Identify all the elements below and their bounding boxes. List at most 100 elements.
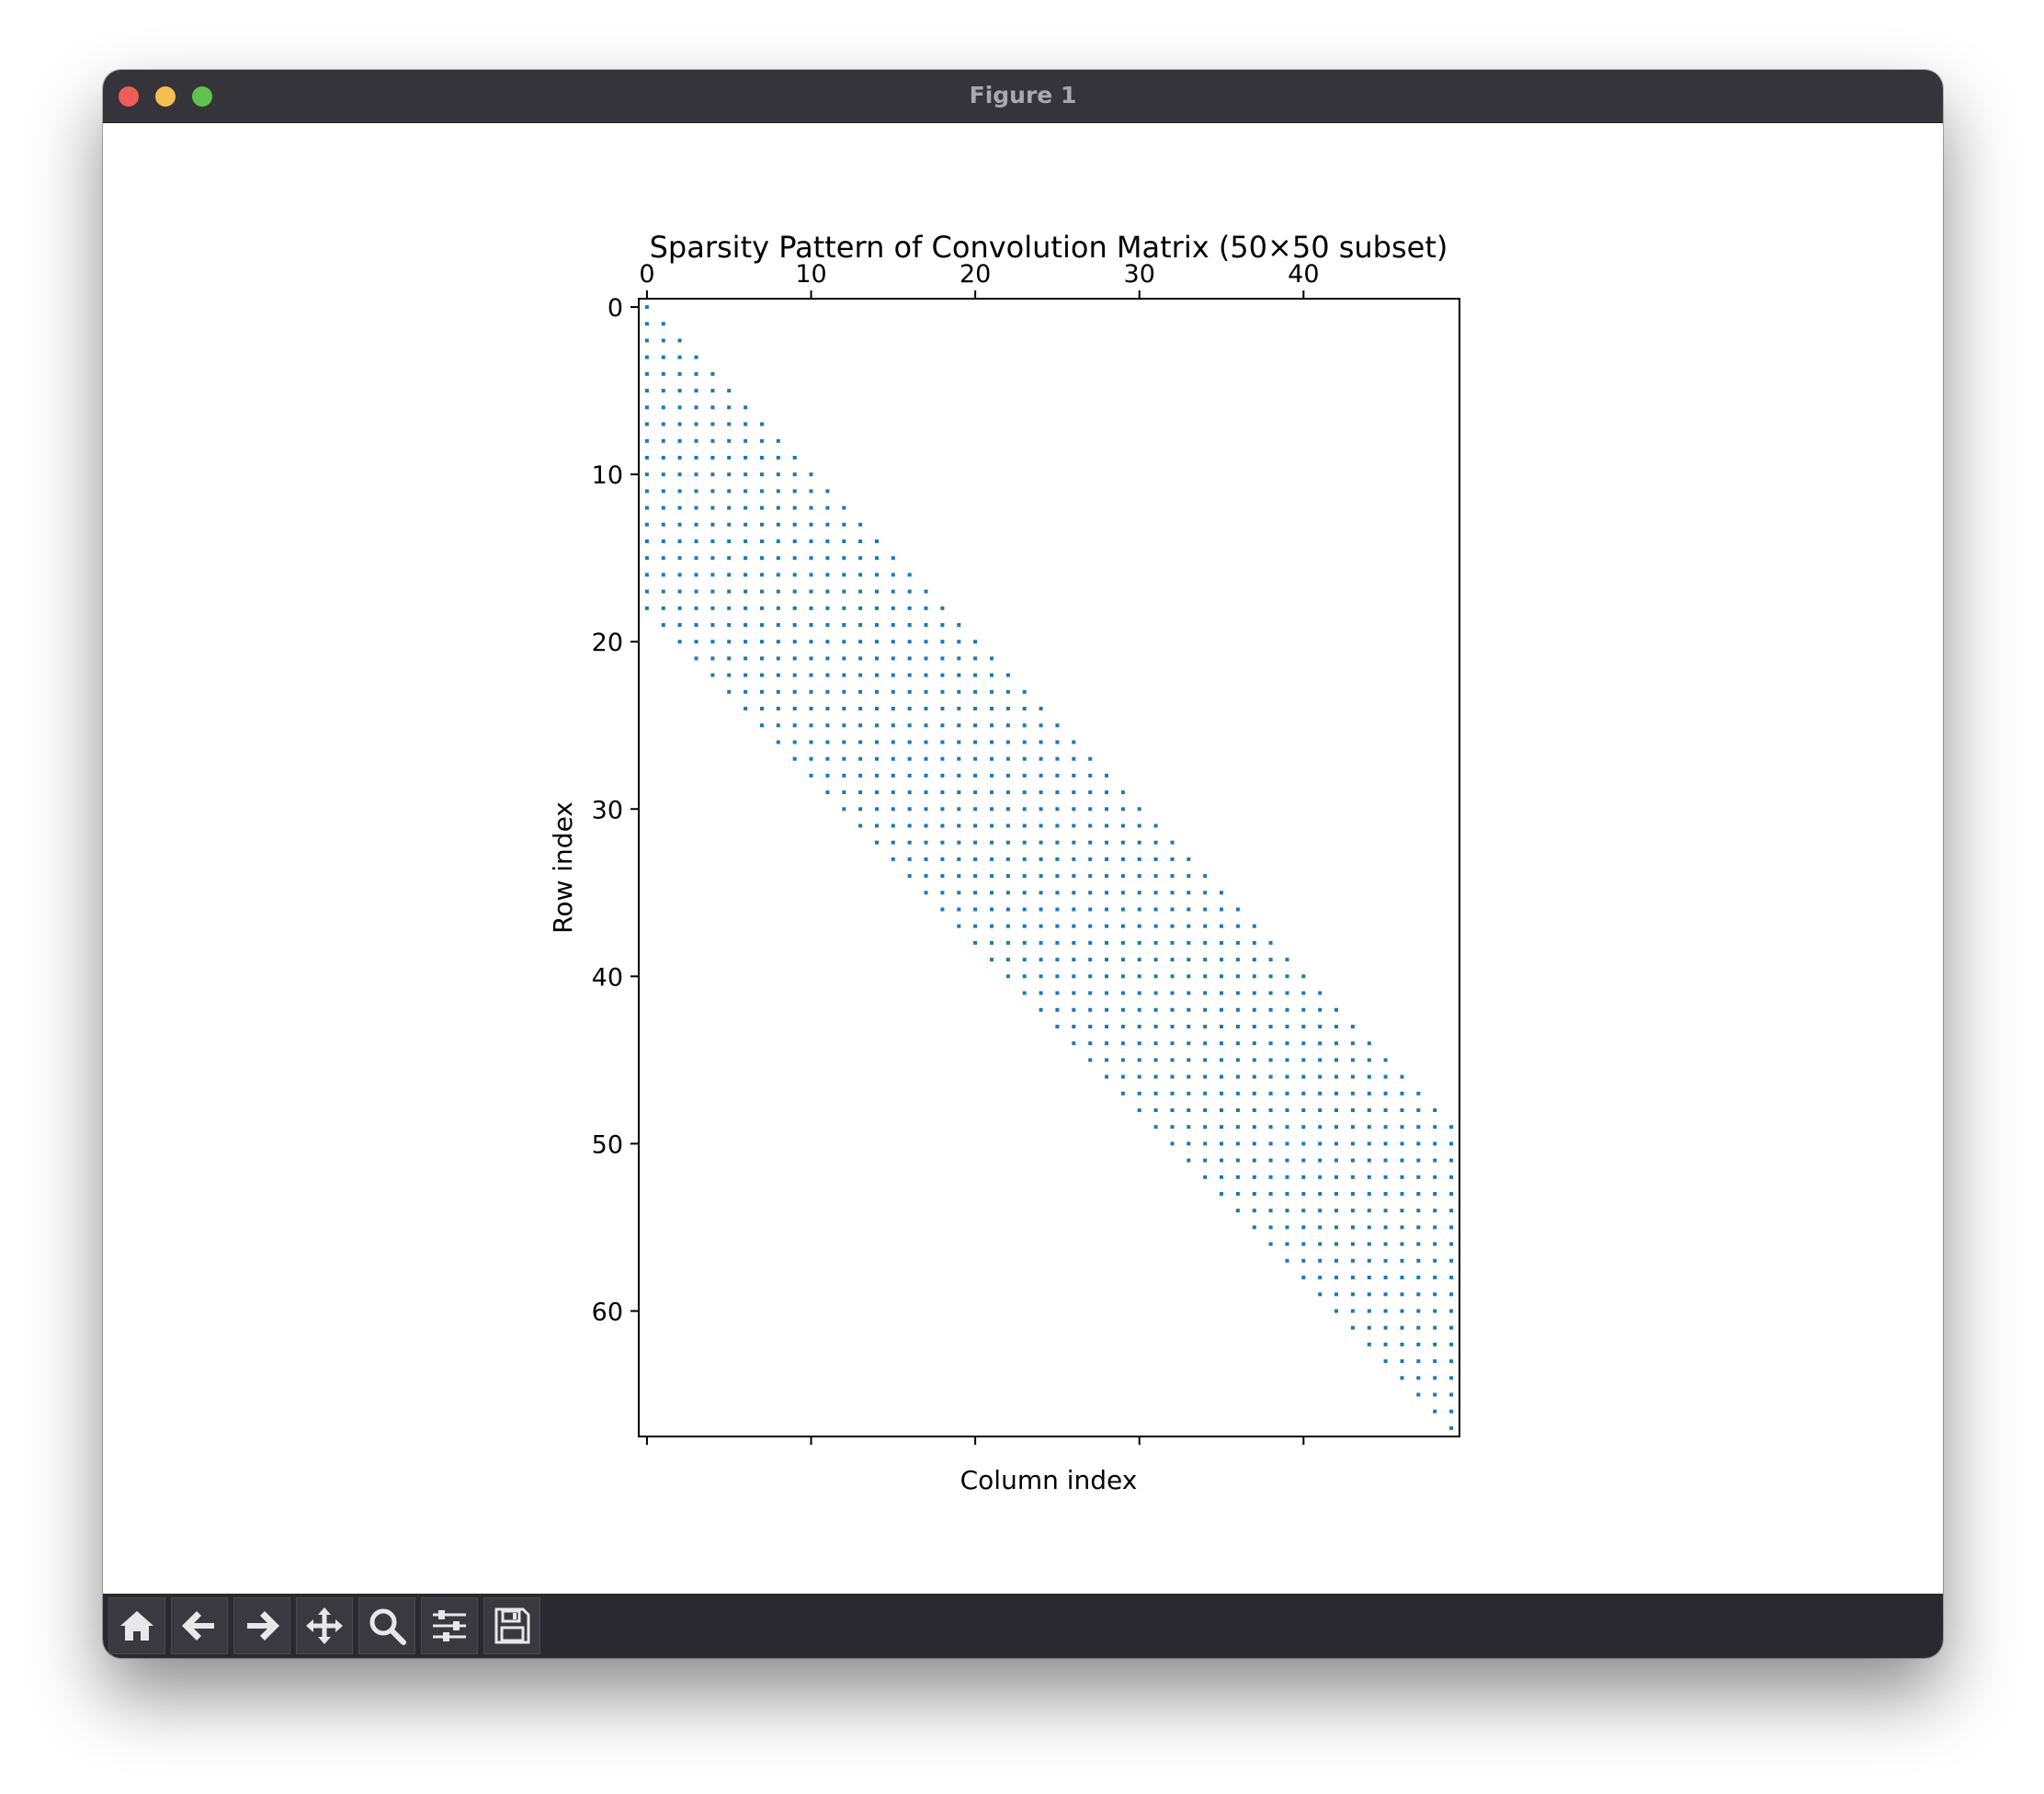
- nonzero-marker: [1416, 1225, 1421, 1230]
- forward-button[interactable]: [233, 1597, 290, 1654]
- nonzero-marker: [940, 874, 945, 879]
- nonzero-marker: [760, 539, 764, 543]
- nonzero-marker: [644, 573, 649, 577]
- nonzero-marker: [1203, 1158, 1208, 1163]
- nonzero-marker: [1220, 1125, 1223, 1130]
- nonzero-marker: [744, 707, 748, 710]
- nonzero-marker: [1203, 1058, 1208, 1062]
- nonzero-marker: [1105, 857, 1108, 861]
- nonzero-marker: [694, 472, 698, 477]
- nonzero-marker: [825, 756, 830, 761]
- nonzero-marker: [710, 422, 715, 426]
- nonzero-marker: [1170, 974, 1175, 979]
- minimize-window-button[interactable]: [155, 86, 176, 107]
- figure-canvas[interactable]: 0 10 20 30 40 0 10 20 30 40 50 60 Sparsity Pattern…: [103, 123, 1943, 1594]
- nonzero-marker: [858, 623, 863, 627]
- back-button[interactable]: [171, 1597, 228, 1654]
- pan-button[interactable]: [296, 1597, 353, 1654]
- nonzero-marker: [1367, 1292, 1371, 1297]
- nonzero-marker: [1039, 857, 1043, 861]
- y-tick-label: 50: [592, 1130, 623, 1159]
- nonzero-marker: [891, 756, 895, 761]
- configure-subplots-button[interactable]: [421, 1597, 478, 1654]
- nonzero-marker: [776, 489, 780, 494]
- nonzero-marker: [1005, 773, 1010, 778]
- nonzero-marker: [1268, 1209, 1273, 1213]
- nonzero-marker: [1252, 974, 1256, 979]
- nonzero-marker: [875, 790, 879, 795]
- nonzero-marker: [1022, 740, 1027, 744]
- nonzero-marker: [1137, 958, 1141, 962]
- nonzero-marker: [727, 405, 732, 410]
- nonzero-marker: [710, 556, 715, 561]
- nonzero-marker: [809, 689, 813, 694]
- nonzero-marker: [1318, 1242, 1323, 1246]
- nonzero-marker: [809, 623, 813, 627]
- nonzero-marker: [957, 891, 961, 895]
- nonzero-marker: [1285, 1125, 1289, 1130]
- nonzero-marker: [1400, 1108, 1404, 1112]
- x-tick-label: 10: [795, 260, 826, 289]
- nonzero-marker: [1105, 924, 1108, 928]
- nonzero-marker: [1285, 974, 1289, 979]
- nonzero-marker: [1170, 874, 1175, 879]
- nonzero-marker: [1301, 974, 1306, 979]
- nonzero-marker: [1350, 1292, 1355, 1297]
- nonzero-marker: [1301, 1041, 1306, 1046]
- nonzero-marker: [1153, 1125, 1158, 1130]
- nonzero-marker: [1367, 1192, 1371, 1196]
- nonzero-marker: [1022, 723, 1027, 728]
- nonzero-marker: [1187, 1125, 1191, 1130]
- nonzero-marker: [644, 322, 649, 326]
- nonzero-marker: [907, 673, 912, 677]
- nonzero-marker: [1203, 1074, 1208, 1079]
- nonzero-marker: [858, 573, 863, 577]
- nonzero-marker: [661, 589, 665, 594]
- close-window-button[interactable]: [119, 86, 139, 107]
- nonzero-marker: [760, 640, 764, 644]
- nonzero-marker: [744, 522, 748, 527]
- nonzero-marker: [1005, 756, 1010, 761]
- nonzero-markers: [644, 305, 1454, 1430]
- nonzero-marker: [644, 371, 649, 376]
- nonzero-marker: [973, 773, 978, 778]
- nonzero-marker: [1203, 907, 1208, 912]
- nonzero-marker: [957, 707, 961, 710]
- nonzero-marker: [1301, 1074, 1306, 1079]
- nonzero-marker: [1350, 1175, 1355, 1179]
- nonzero-marker: [1153, 1007, 1158, 1012]
- nonzero-marker: [1449, 1175, 1454, 1179]
- nonzero-marker: [661, 522, 665, 527]
- nonzero-marker: [1187, 940, 1191, 945]
- nonzero-marker: [973, 723, 978, 728]
- nonzero-marker: [1187, 991, 1191, 995]
- nonzero-marker: [1153, 891, 1158, 895]
- nonzero-marker: [694, 522, 698, 527]
- nonzero-marker: [809, 472, 813, 477]
- zoom-button[interactable]: [358, 1597, 415, 1654]
- nonzero-marker: [1400, 1258, 1404, 1263]
- nonzero-marker: [842, 573, 846, 577]
- nonzero-marker: [792, 623, 797, 627]
- nonzero-marker: [661, 371, 665, 376]
- nonzero-marker: [1105, 1074, 1108, 1079]
- home-button[interactable]: [108, 1597, 165, 1654]
- nonzero-marker: [644, 606, 649, 610]
- nonzero-marker: [1252, 1225, 1256, 1230]
- maximize-window-button[interactable]: [192, 86, 212, 107]
- nonzero-marker: [644, 389, 649, 393]
- nonzero-marker: [973, 673, 978, 677]
- nonzero-marker: [1416, 1192, 1421, 1196]
- nonzero-marker: [727, 606, 732, 610]
- nonzero-marker: [1383, 1091, 1388, 1096]
- nonzero-marker: [792, 606, 797, 610]
- nonzero-marker: [907, 573, 912, 577]
- nonzero-marker: [1170, 857, 1175, 861]
- x-tick-label: 30: [1124, 260, 1155, 289]
- nonzero-marker: [710, 539, 715, 543]
- nonzero-marker: [1170, 1025, 1175, 1028]
- nonzero-marker: [825, 573, 830, 577]
- nonzero-marker: [792, 723, 797, 728]
- save-button[interactable]: [483, 1597, 540, 1654]
- nonzero-marker: [1005, 740, 1010, 744]
